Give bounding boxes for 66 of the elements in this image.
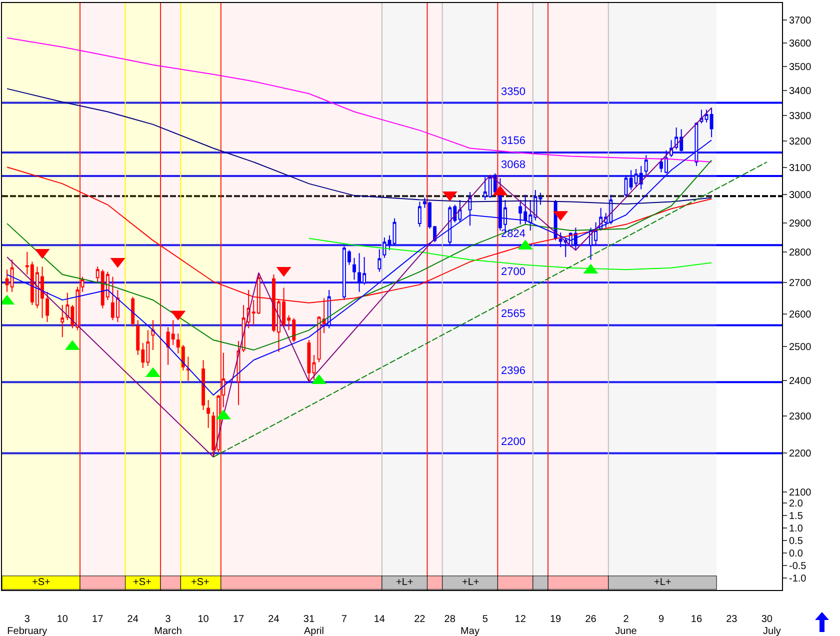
x-tick-label: 14: [374, 614, 386, 625]
x-tick-label: 16: [690, 614, 702, 625]
x-tick-label: 10: [198, 614, 210, 625]
x-tick-label: 26: [585, 614, 597, 625]
x-tick-label: 23: [726, 614, 738, 625]
x-tick-label: 10: [56, 614, 68, 625]
x-tick-label: 2: [623, 614, 630, 625]
x-tick-label: 5: [482, 614, 488, 625]
x-tick-label: 30: [761, 614, 773, 625]
x2-tick-label: June: [615, 626, 638, 636]
y-tick-label: 3400: [789, 86, 812, 97]
band-label: +S+: [191, 577, 210, 588]
y2-tick-label: 2.0: [789, 498, 804, 510]
y-tick-label: 2300: [789, 412, 812, 423]
x2-tick-label: February: [7, 626, 48, 636]
ref-line-label: 2396: [501, 365, 526, 377]
ref-line-label: 2700: [501, 266, 526, 278]
x2-tick-label: April: [304, 626, 324, 636]
y-tick-label: 2400: [789, 376, 812, 388]
y2-tick-label: 0.5: [789, 536, 804, 547]
y2-tick-label: -1.0: [789, 574, 807, 584]
y-tick-label: 3000: [789, 190, 812, 202]
x-tick-label: 3: [165, 614, 172, 625]
x-tick-label: 12: [514, 614, 526, 625]
x-tick-label: 3: [24, 614, 30, 625]
y-tick-label: 3600: [789, 38, 812, 50]
ref-line-label: 2565: [501, 308, 526, 320]
y-tick-label: 2900: [789, 218, 812, 230]
band-label: +L+: [462, 577, 480, 588]
y2-tick-label: -0.5: [789, 561, 807, 572]
x-tick-label: 7: [341, 614, 348, 625]
x2-tick-label: July: [763, 626, 781, 636]
x-tick-label: 22: [414, 614, 426, 625]
band-label: +L+: [396, 577, 414, 588]
band-label: +S+: [133, 577, 152, 588]
y-tick-label: 3200: [789, 136, 812, 148]
x-tick-label: 24: [268, 614, 280, 625]
band-label: +S+: [32, 577, 51, 588]
y-tick-label: 2200: [789, 448, 812, 460]
x-tick-label: 31: [303, 614, 315, 625]
y-tick-label: 3100: [789, 162, 812, 174]
y2-tick-label: 0.0: [789, 548, 804, 560]
x2-tick-label: March: [154, 626, 182, 636]
y-tick-label: 2600: [789, 309, 812, 320]
ref-line-label: 3068: [501, 159, 526, 171]
y-tick-label: 3500: [789, 62, 812, 73]
y-tick-label: 2700: [789, 278, 812, 290]
ref-line-label: 2200: [501, 436, 526, 448]
x-tick-label: 9: [658, 614, 664, 625]
y-tick-label: 2100: [789, 487, 812, 498]
y-tick-label: 2500: [789, 342, 812, 354]
y-tick-label: 3700: [789, 15, 812, 26]
y-tick-label: 3300: [789, 110, 812, 122]
x-tick-label: 24: [127, 614, 139, 625]
ref-line-label: 3350: [501, 86, 526, 98]
ref-line-label: 3156: [501, 135, 526, 147]
y-tick-label: 2800: [789, 248, 812, 259]
y2-tick-label: 1.0: [789, 524, 804, 534]
x-tick-label: 28: [444, 614, 456, 625]
x-tick-label: 17: [92, 614, 104, 625]
ref-line-label: 2824: [501, 228, 526, 240]
band-label: +L+: [654, 577, 672, 588]
x-tick-label: 17: [232, 614, 245, 625]
y2-tick-label: 1.5: [789, 511, 804, 522]
x-tick-label: 19: [550, 614, 562, 625]
x2-tick-label: May: [460, 626, 480, 636]
